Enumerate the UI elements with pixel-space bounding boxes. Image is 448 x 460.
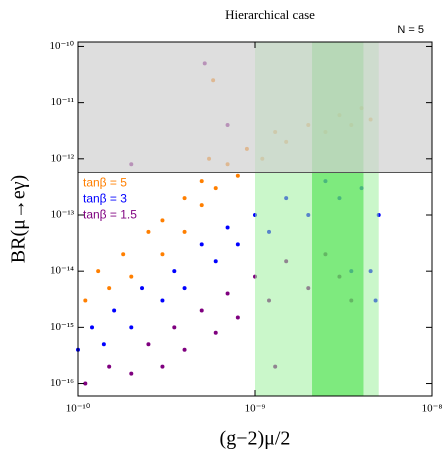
y-tick-label: 10⁻¹¹ (51, 96, 74, 108)
point (160, 218, 165, 223)
point (121, 252, 126, 257)
y-axis-label: BR(μ→eγ) (8, 175, 30, 263)
y-tick-label: 10⁻¹⁴ (50, 265, 74, 277)
point (107, 286, 112, 291)
chart-title: Hierarchical case (225, 7, 315, 22)
point (213, 330, 218, 335)
point (112, 308, 117, 313)
excluded-region (78, 42, 432, 173)
point (235, 173, 240, 178)
point (129, 325, 134, 330)
point (182, 286, 187, 291)
point (172, 269, 177, 274)
point (213, 259, 218, 264)
y-tick-label: 10⁻¹⁶ (50, 377, 74, 389)
point (199, 203, 204, 208)
x-tick-label: 10⁻⁹ (245, 403, 266, 415)
x-tick-label: 10⁻⁸ (422, 403, 443, 415)
point (213, 186, 218, 191)
point (235, 315, 240, 320)
point (96, 269, 101, 274)
annotation: N = 5 (397, 24, 424, 36)
point (199, 179, 204, 184)
point (160, 252, 165, 257)
x-tick-label: 10⁻¹⁰ (66, 403, 91, 415)
point (107, 364, 112, 369)
y-tick-label: 10⁻¹² (51, 152, 75, 164)
point (129, 371, 134, 376)
point (101, 342, 106, 347)
y-tick-label: 10⁻¹³ (51, 209, 75, 221)
point (225, 225, 230, 230)
point (182, 347, 187, 352)
point (172, 325, 177, 330)
x-axis-label: (g−2)μ/2 (220, 428, 291, 450)
point (199, 242, 204, 247)
legend-entry: tanβ = 3 (83, 192, 127, 206)
legend-entry: tanβ = 5 (83, 176, 127, 190)
point (199, 308, 204, 313)
point (146, 342, 151, 347)
point (83, 298, 88, 303)
point (90, 325, 95, 330)
point (182, 229, 187, 234)
y-tick-label: 10⁻¹⁵ (50, 321, 74, 333)
point (160, 298, 165, 303)
point (83, 381, 88, 386)
point (160, 364, 165, 369)
point (235, 242, 240, 247)
point (140, 286, 145, 291)
point (146, 229, 151, 234)
point (225, 291, 230, 296)
legend-entry: tanβ = 1.5 (83, 208, 137, 222)
point (182, 196, 187, 201)
point (129, 274, 134, 279)
y-tick-label: 10⁻¹⁰ (49, 40, 74, 52)
